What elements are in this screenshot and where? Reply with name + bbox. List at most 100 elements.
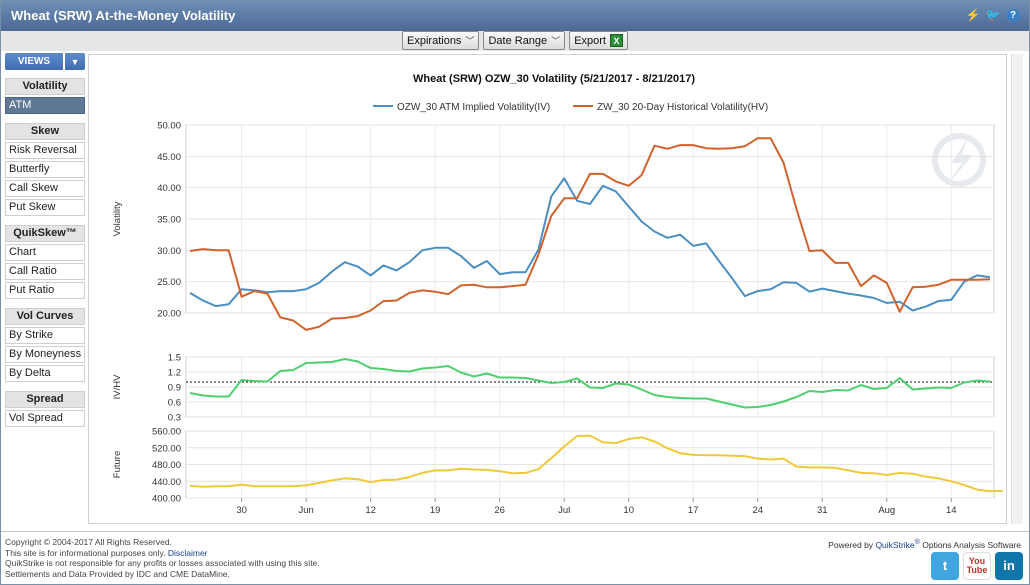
y-tick-label-ivhv: 0.6	[168, 398, 181, 409]
x-tick-label: Aug	[878, 505, 895, 516]
sidebar-item-call-skew[interactable]: Call Skew	[5, 180, 85, 197]
twitter-icon[interactable]: t	[931, 552, 959, 580]
y-axis-label-volatility: Volatility	[112, 201, 123, 236]
y-tick-label-volatility: 35.00	[157, 215, 181, 226]
quikstrike-watermark-icon	[932, 133, 986, 187]
sidebar-section-title: Vol Curves	[5, 308, 85, 325]
vertical-scrollbar[interactable]	[1011, 54, 1023, 524]
x-tick-label: 12	[365, 505, 376, 516]
y-tick-label-ivhv: 1.2	[168, 368, 181, 379]
registered-mark: ®	[914, 538, 920, 546]
x-tick-label: 26	[494, 505, 505, 516]
date-range-label: Date Range	[488, 34, 548, 47]
series-line-ivhv-0	[189, 358, 991, 409]
y-tick-label-volatility: 45.00	[157, 152, 181, 163]
help-icon[interactable]: ?	[1005, 7, 1021, 23]
brand-link[interactable]: QuikStrike®	[875, 538, 920, 550]
y-axis-label-future: Future	[112, 451, 123, 478]
title-bar: Wheat (SRW) At-the-Money Volatility ⚡ 🐦 …	[1, 1, 1029, 31]
sidebar-item-risk-reversal[interactable]: Risk Reversal	[5, 142, 85, 159]
disclaimer-link[interactable]: Disclaimer	[167, 547, 208, 558]
responsibility-text: QuikStrike is not responsible for any pr…	[5, 558, 320, 568]
y-tick-label-future: 480.00	[152, 460, 181, 471]
sidebar-item-by-delta[interactable]: By Delta	[5, 365, 85, 382]
views-menu[interactable]: VIEWS ▼	[5, 53, 85, 70]
x-tick-label: 24	[752, 505, 763, 516]
y-tick-label-volatility: 30.00	[157, 246, 181, 257]
sidebar-item-call-ratio[interactable]: Call Ratio	[5, 263, 85, 280]
x-tick-label: Jun	[298, 505, 313, 516]
legend-label-iv: OZW_30 ATM Implied Volatility(IV)	[397, 102, 550, 113]
y-tick-label-ivhv: 0.3	[168, 413, 181, 424]
export-button[interactable]: Export X	[569, 31, 628, 50]
brand-name: QuikStrike	[875, 539, 915, 550]
info-line: This site is for informational purposes …	[5, 548, 1025, 559]
y-tick-label-volatility: 20.00	[157, 309, 181, 320]
chart-panel: Wheat (SRW) OZW_30 Volatility (5/21/2017…	[88, 54, 1007, 524]
sidebar-item-chart[interactable]: Chart	[5, 244, 85, 261]
sidebar-sections: Volatility ATM Skew Risk Reversal Butterfly C…	[5, 78, 85, 427]
date-range-dropdown[interactable]: Date Range ﹀	[483, 31, 566, 50]
y-tick-label-future: 560.00	[152, 427, 181, 438]
sidebar-item-by-moneyness[interactable]: By Moneyness	[5, 346, 85, 363]
x-tick-label: 17	[688, 505, 699, 516]
sidebar-item-atm[interactable]: ATM	[5, 97, 85, 114]
toolbar: Expirations ﹀ Date Range ﹀ Export X	[1, 31, 1029, 51]
legend-label-hv: ZW_30 20-Day Historical Volatility(HV)	[597, 102, 768, 113]
info-text: This site is for informational purposes …	[5, 547, 166, 558]
social-links: t You Tube in	[931, 552, 1023, 580]
twitter-icon[interactable]: 🐦	[985, 8, 1001, 22]
excel-icon: X	[609, 34, 623, 47]
footer: Copyright © 2004-2017 All Rights Reserve…	[1, 531, 1029, 585]
expirations-dropdown[interactable]: Expirations ﹀	[402, 31, 480, 50]
y-tick-label-volatility: 25.00	[157, 277, 181, 288]
sidebar-section-title: Volatility	[5, 78, 85, 95]
x-tick-label: 31	[817, 505, 828, 516]
sidebar: VIEWS ▼ Volatility ATM Skew Risk Reversal Bu…	[5, 53, 85, 429]
x-tick-label: 14	[946, 505, 957, 516]
export-label: Export	[574, 34, 606, 47]
watermark-bolt	[947, 137, 973, 185]
chevron-down-icon: ﹀	[551, 36, 561, 46]
series-line-volatility-0	[189, 177, 991, 312]
expirations-label: Expirations	[407, 34, 462, 47]
x-tick-label: Jul	[558, 505, 570, 516]
sidebar-item-by-strike[interactable]: By Strike	[5, 327, 85, 344]
title-icons: ⚡ 🐦 ?	[965, 7, 1021, 23]
lightning-icon[interactable]: ⚡	[965, 8, 981, 22]
y-tick-label-future: 400.00	[152, 494, 181, 505]
youtube-icon[interactable]: You Tube	[963, 552, 991, 580]
sidebar-section-title: QuikSkew™	[5, 225, 85, 242]
sidebar-item-put-skew[interactable]: Put Skew	[5, 199, 85, 216]
views-button[interactable]: VIEWS	[5, 53, 63, 70]
series-line-volatility-1	[189, 137, 991, 331]
caret-down-icon[interactable]: ▼	[65, 53, 85, 70]
y-tick-label-future: 440.00	[152, 477, 181, 488]
sidebar-item-put-ratio[interactable]: Put Ratio	[5, 282, 85, 299]
powered-by-suffix: Options Analysis Software	[922, 539, 1021, 550]
y-tick-label-future: 520.00	[152, 443, 181, 454]
sidebar-section-title: Spread	[5, 391, 85, 408]
y-tick-label-volatility: 40.00	[157, 183, 181, 194]
x-tick-label: 10	[623, 505, 634, 516]
linkedin-icon[interactable]: in	[995, 552, 1023, 580]
sidebar-item-vol-spread[interactable]: Vol Spread	[5, 410, 85, 427]
chevron-down-icon: ﹀	[465, 36, 475, 46]
settlements-text: Settlements and Data Provided by IDC and…	[5, 568, 230, 579]
powered-by: Powered by QuikStrike® Options Analysis …	[828, 537, 1021, 550]
y-tick-label-ivhv: 1.5	[168, 353, 181, 364]
window-title: Wheat (SRW) At-the-Money Volatility	[11, 8, 236, 23]
y-axis-label-ivhv: IV/HV	[112, 374, 123, 399]
series-line-future-0	[189, 434, 1003, 493]
copyright-text: Copyright © 2004-2017 All Rights Reserve…	[5, 537, 172, 547]
x-tick-label: 19	[430, 505, 441, 516]
chart-title: Wheat (SRW) OZW_30 Volatility (5/21/2017…	[413, 73, 695, 85]
y-tick-label-ivhv: 0.9	[168, 383, 181, 394]
watermark-ring	[932, 133, 986, 187]
powered-by-prefix: Powered by	[828, 539, 874, 550]
sidebar-section-title: Skew	[5, 123, 85, 140]
sidebar-item-butterfly[interactable]: Butterfly	[5, 161, 85, 178]
x-tick-label: 30	[236, 505, 247, 516]
volatility-chart: Wheat (SRW) OZW_30 Volatility (5/21/2017…	[112, 73, 1003, 516]
